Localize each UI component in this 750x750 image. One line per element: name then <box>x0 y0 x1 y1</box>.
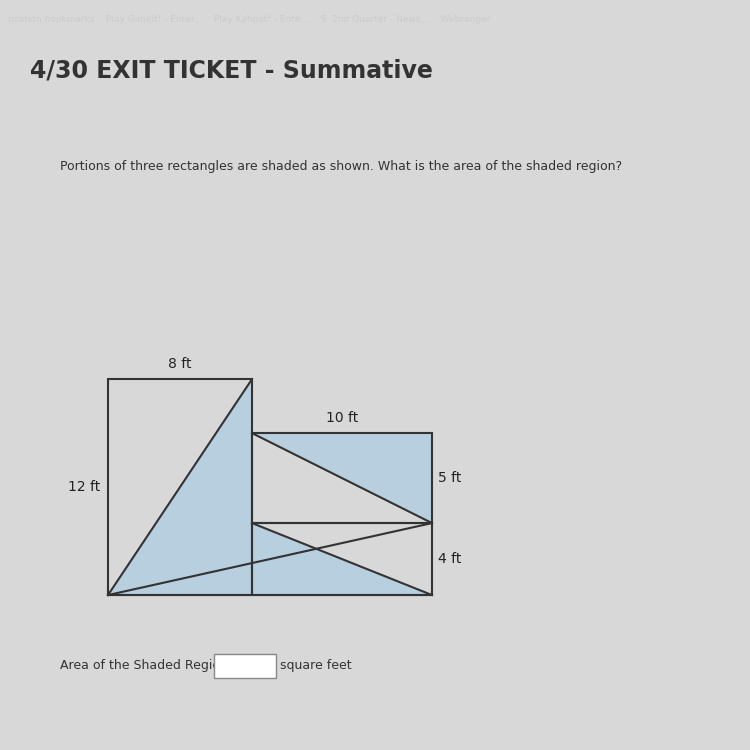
Text: 12 ft: 12 ft <box>68 480 100 494</box>
Text: ucation bookmarks    Play Gimkit! - Enter...    Play Kahoot! - Ente...    S  2nd: ucation bookmarks Play Gimkit! - Enter..… <box>8 16 490 25</box>
Text: 4/30 EXIT TICKET - Summative: 4/30 EXIT TICKET - Summative <box>30 58 433 82</box>
Polygon shape <box>252 523 432 595</box>
Polygon shape <box>108 380 252 595</box>
Text: 4 ft: 4 ft <box>438 552 461 566</box>
Bar <box>252 523 432 595</box>
Text: 5 ft: 5 ft <box>438 471 461 485</box>
Bar <box>108 380 252 595</box>
Text: 10 ft: 10 ft <box>326 411 358 425</box>
Text: Area of the Shaded Region:: Area of the Shaded Region: <box>60 658 232 671</box>
Text: 8 ft: 8 ft <box>168 357 192 371</box>
Polygon shape <box>252 433 432 523</box>
Text: square feet: square feet <box>280 658 352 671</box>
FancyBboxPatch shape <box>214 654 276 678</box>
Text: Portions of three rectangles are shaded as shown. What is the area of the shaded: Portions of three rectangles are shaded … <box>60 160 622 173</box>
Bar <box>252 433 432 523</box>
